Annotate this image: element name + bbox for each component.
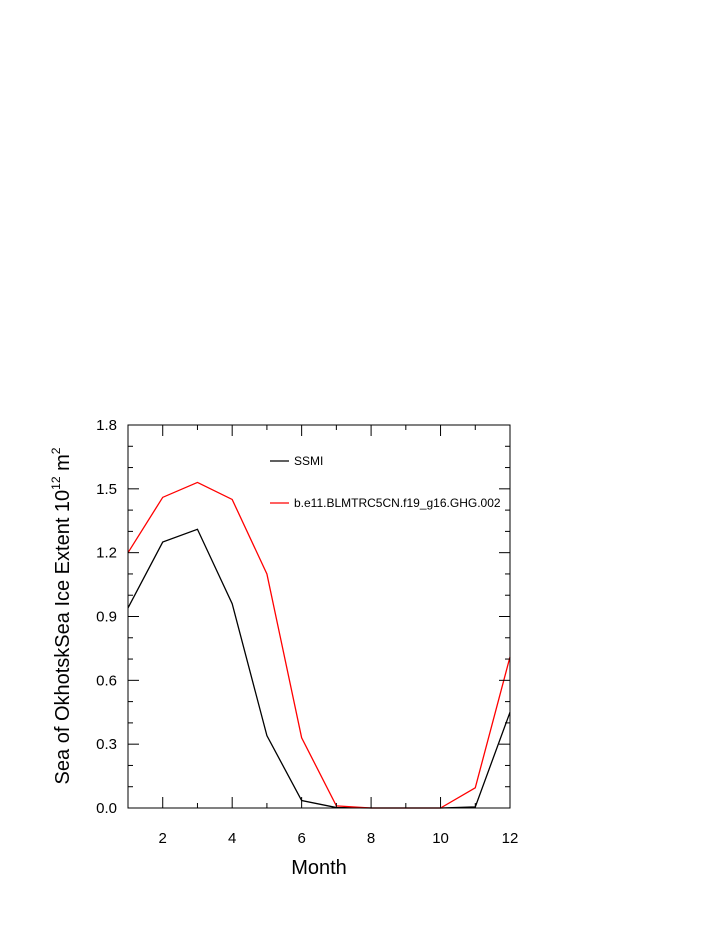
series-line-1 <box>127 481 511 809</box>
x-tick-label: 4 <box>228 830 236 847</box>
y-axis-title-unit-exponent: 2 <box>49 447 63 454</box>
axis-ticks <box>127 424 511 809</box>
legend-label-0: SSMI <box>294 454 323 468</box>
x-axis-title: Month <box>291 857 347 879</box>
y-tick-label: 1.5 <box>96 481 117 498</box>
plot-lines <box>127 481 511 809</box>
x-tick-label: 8 <box>367 830 375 847</box>
legend-label-1: b.e11.BLMTRC5CN.f19_g16.GHG.002 <box>294 496 501 510</box>
y-axis-title: Sea of OkhotskSea Ice Extent 1012 m2 <box>49 447 74 784</box>
legend: SSMI b.e11.BLMTRC5CN.f19_g16.GHG.002 <box>270 454 501 510</box>
y-tick-label: 1.8 <box>96 417 117 434</box>
x-tick-label: 2 <box>159 830 167 847</box>
series-line-0 <box>127 528 511 809</box>
plot-frame <box>127 424 511 809</box>
y-tick-label: 0.6 <box>96 672 117 689</box>
tick-labels: 2 4 6 8 10 12 0.0 0.3 0.6 0.9 1.2 1.5 1.8 <box>96 417 518 847</box>
x-tick-label: 6 <box>297 830 305 847</box>
y-tick-label: 0.9 <box>96 609 117 626</box>
y-tick-label: 0.0 <box>96 800 117 817</box>
y-axis-title-exponent: 12 <box>49 476 63 490</box>
x-tick-label: 10 <box>432 830 449 847</box>
y-tick-label: 1.2 <box>96 545 117 562</box>
y-tick-label: 0.3 <box>96 736 117 753</box>
x-tick-label: 12 <box>502 830 519 847</box>
